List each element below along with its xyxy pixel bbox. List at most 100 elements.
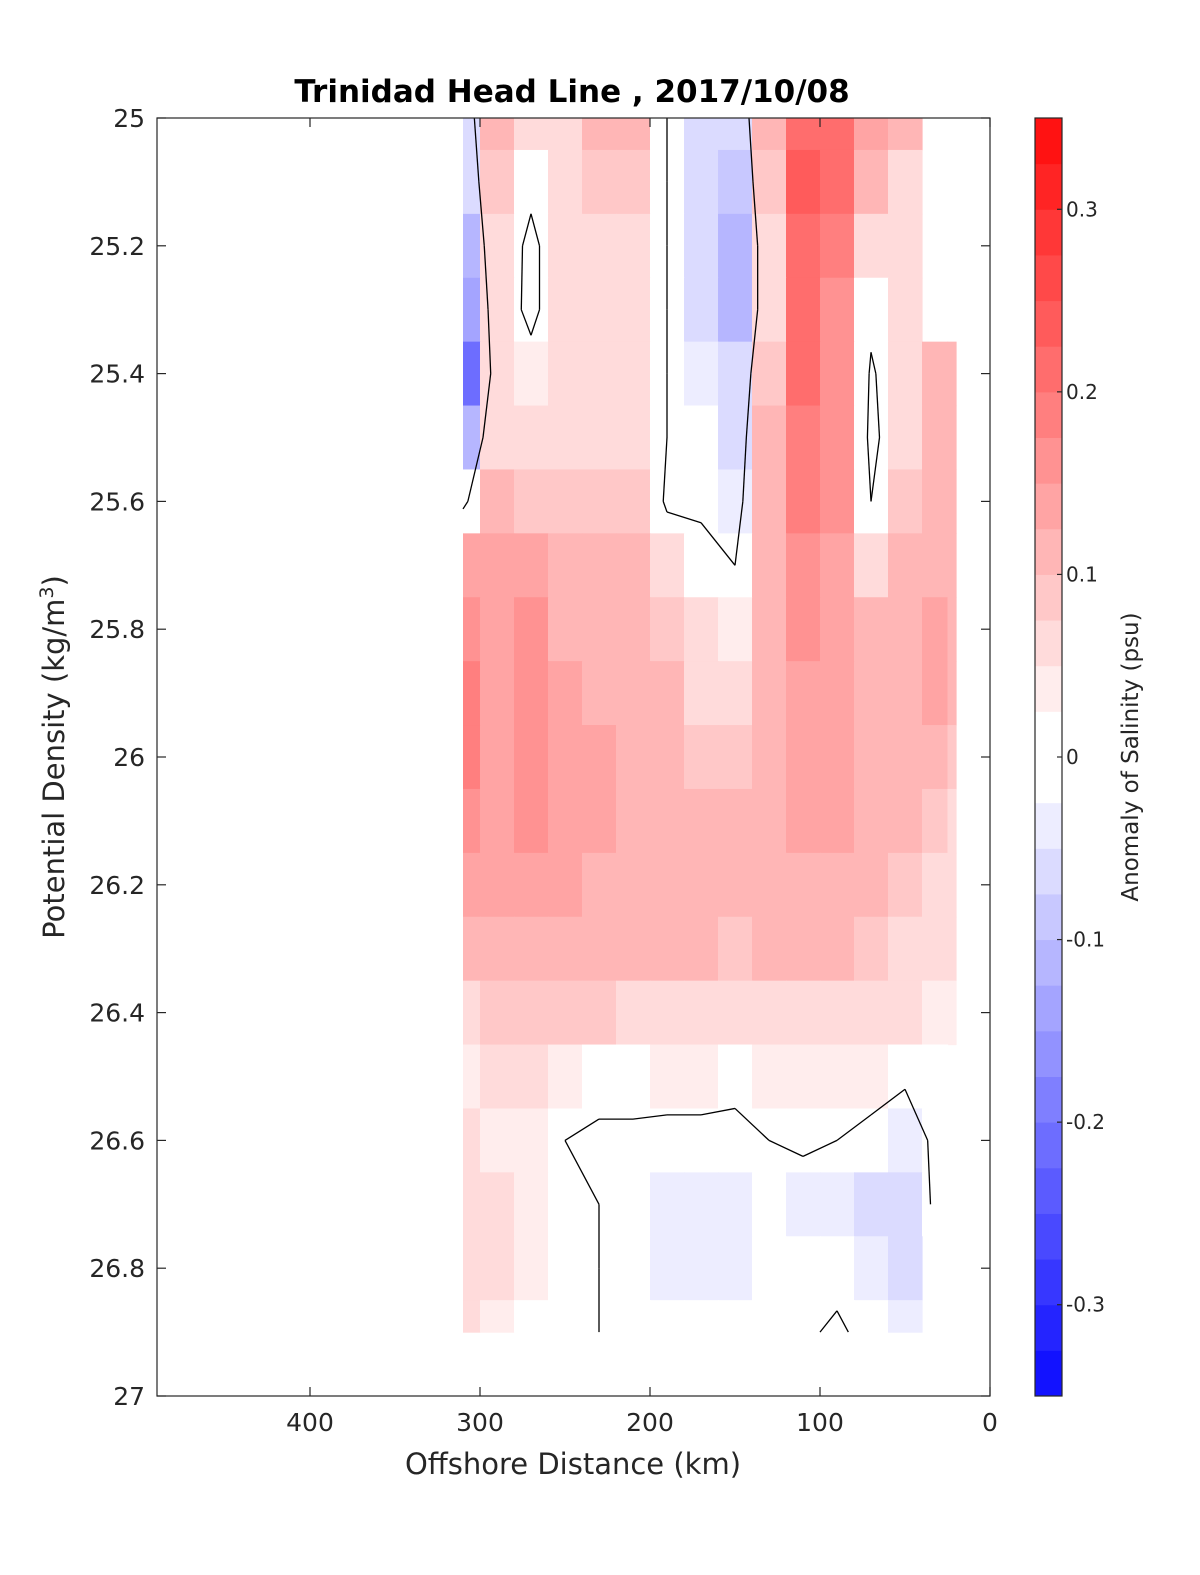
anomaly-cell	[888, 980, 923, 1046]
anomaly-cell	[752, 661, 787, 726]
anomaly-cell	[718, 277, 753, 343]
anomaly-cell	[480, 597, 515, 662]
anomaly-cell	[718, 661, 753, 726]
anomaly-cell	[888, 469, 923, 534]
contour-segment	[742, 437, 747, 502]
anomaly-cell	[514, 405, 549, 471]
anomaly-cell	[463, 852, 481, 918]
anomaly-cell	[514, 852, 549, 918]
anomaly-cell	[947, 661, 957, 726]
y-tick-label: 26.6	[89, 1126, 145, 1155]
contour-segment	[662, 437, 668, 502]
anomaly-cell	[582, 213, 617, 279]
colorbar-segment	[1035, 893, 1062, 941]
anomaly-cell	[786, 1108, 821, 1173]
anomaly-cell	[752, 149, 787, 215]
anomaly-cell	[548, 852, 583, 918]
anomaly-cell	[752, 341, 787, 407]
anomaly-cell	[786, 341, 821, 407]
anomaly-cell	[582, 597, 617, 662]
y-axis-label-superscript: 3	[36, 586, 58, 598]
colorbar-segment	[1035, 163, 1062, 210]
colorbar-segment	[1035, 848, 1062, 895]
y-tick-label: 26.4	[89, 999, 145, 1028]
colorbar-segment	[1035, 1304, 1062, 1351]
contour-segment	[752, 181, 759, 246]
anomaly-cell	[888, 341, 923, 407]
colorbar-segment	[1035, 665, 1062, 712]
contour-segment	[927, 1140, 932, 1205]
anomaly-cell	[650, 916, 685, 982]
anomaly-cell	[463, 1172, 481, 1237]
anomaly-cell	[514, 1300, 549, 1333]
contour-segment	[666, 511, 702, 524]
anomaly-cell	[786, 118, 821, 151]
anomaly-cell	[514, 341, 549, 407]
anomaly-cell	[548, 405, 583, 471]
y-axis-ticks: 25 25.2 25.4 25.6 25.8 26 26.2 26.4 26.6 26.8 27	[89, 104, 990, 1411]
contour-segment	[530, 213, 541, 246]
anomaly-cell	[752, 1300, 787, 1333]
anomaly-cell	[650, 597, 685, 662]
colorbar-segment	[1035, 1122, 1062, 1169]
anomaly-cell	[820, 341, 855, 407]
anomaly-cell	[820, 1300, 855, 1333]
anomaly-cell	[548, 980, 583, 1046]
colorbar-tick-label: 0.3	[1066, 197, 1098, 221]
anomaly-cell	[752, 1236, 787, 1301]
contour-segment	[734, 1107, 770, 1141]
anomaly-cell	[752, 118, 787, 151]
anomaly-cell	[548, 341, 583, 407]
anomaly-cell	[922, 916, 949, 982]
anomaly-cell	[616, 980, 651, 1046]
anomaly-cell	[854, 1108, 889, 1173]
y-tick-label: 25	[113, 104, 145, 133]
anomaly-cell	[752, 788, 787, 854]
anomaly-cell	[548, 597, 583, 662]
anomaly-cell	[752, 405, 787, 471]
contour-segment	[564, 1118, 600, 1141]
contour-segment	[870, 437, 881, 502]
anomaly-cell	[480, 788, 515, 854]
anomaly-cell	[480, 725, 515, 790]
anomaly-cell	[514, 149, 549, 215]
anomaly-cell	[548, 118, 583, 151]
anomaly-cell	[582, 118, 617, 151]
anomaly-cell	[463, 916, 481, 982]
anomaly-cell	[480, 341, 515, 407]
anomaly-cell	[854, 277, 889, 343]
anomaly-cell	[650, 1300, 685, 1333]
anomaly-cell	[480, 661, 515, 726]
colorbar-segment	[1035, 1167, 1062, 1214]
colorbar-segment	[1035, 1213, 1062, 1260]
contour-segment	[700, 522, 736, 566]
anomaly-cell	[463, 980, 481, 1046]
anomaly-cell	[616, 405, 651, 471]
anomaly-cell	[752, 469, 787, 534]
colorbar-segment	[1035, 1259, 1062, 1306]
anomaly-cell	[820, 469, 855, 534]
anomaly-cell	[650, 533, 685, 598]
anomaly-cell	[752, 916, 787, 982]
anomaly-cell	[684, 597, 719, 662]
anomaly-cell	[752, 852, 787, 918]
anomaly-cell	[650, 788, 685, 854]
anomaly-cell	[582, 1044, 617, 1110]
x-tick-label: 300	[456, 1408, 504, 1437]
contour-segment	[662, 501, 668, 513]
anomaly-cell	[947, 469, 957, 534]
anomaly-cell	[684, 852, 719, 918]
anomaly-cell	[684, 1300, 719, 1333]
anomaly-cell	[786, 788, 821, 854]
anomaly-cell	[514, 725, 549, 790]
contour-segment	[748, 118, 754, 182]
colorbar-tick-label: -0.3	[1066, 1293, 1105, 1317]
anomaly-cell	[752, 533, 787, 598]
anomaly-cell	[947, 597, 957, 662]
anomaly-cell	[922, 980, 949, 1046]
anomaly-cell	[463, 533, 481, 598]
chart-title: Trinidad Head Line , 2017/10/08	[294, 74, 849, 110]
x-tick-label: 200	[626, 1408, 674, 1437]
anomaly-cell	[718, 1236, 753, 1301]
anomaly-cell	[820, 788, 855, 854]
